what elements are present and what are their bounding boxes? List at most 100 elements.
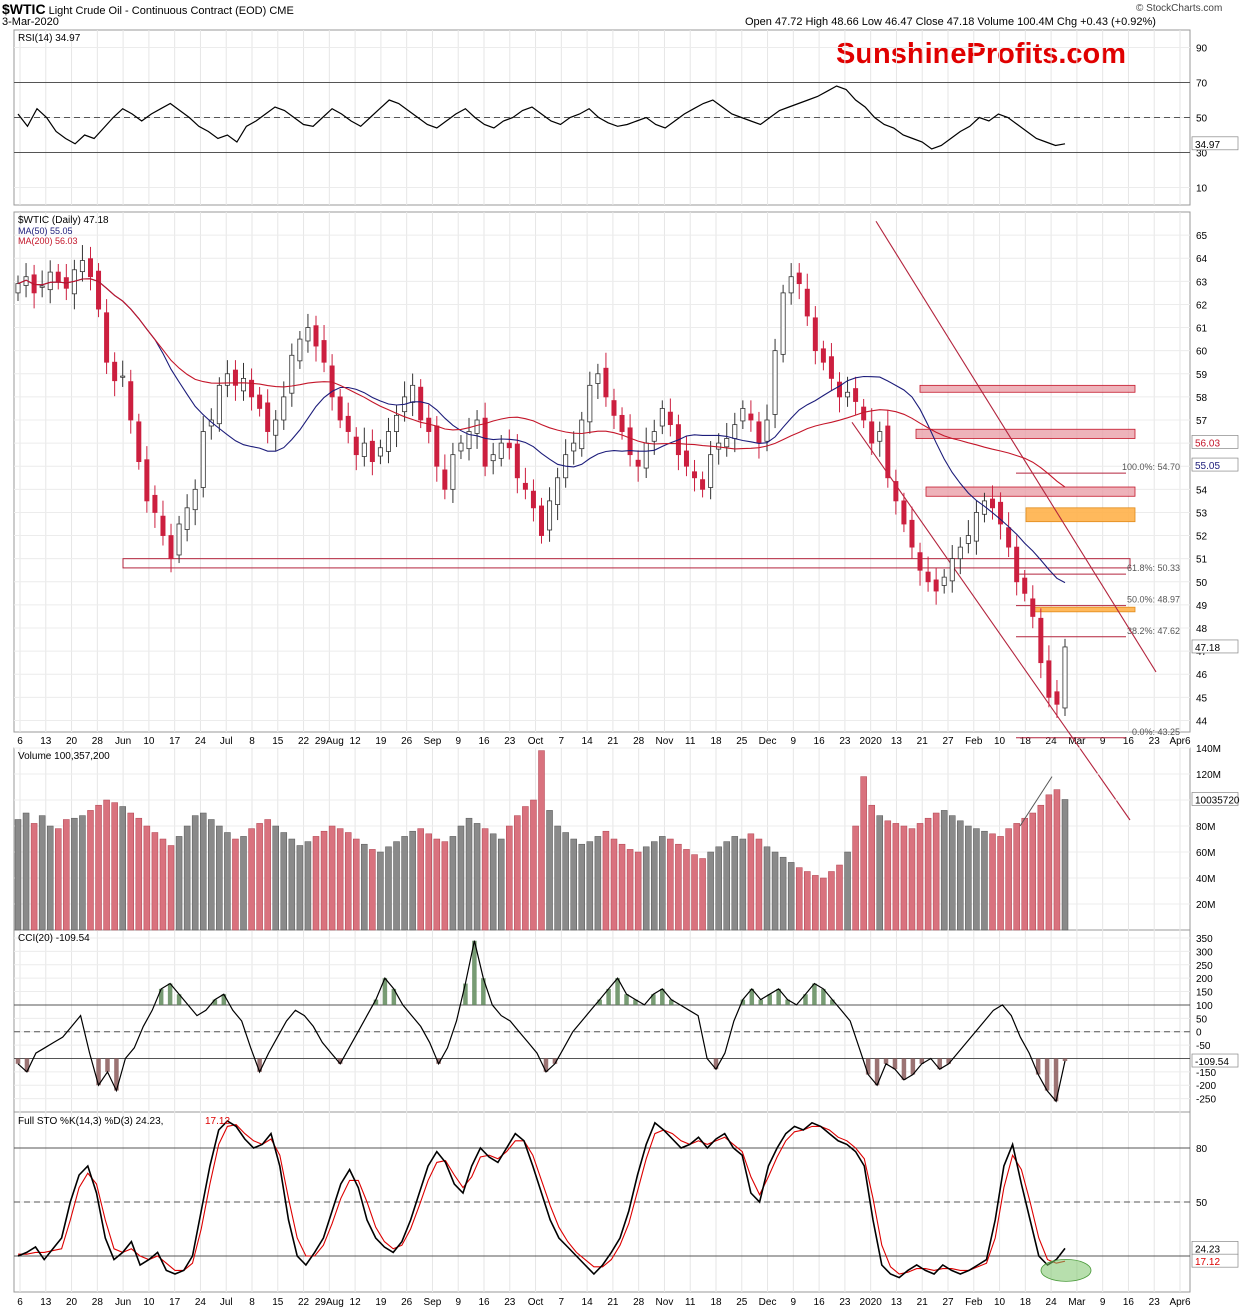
x-tick-label-bottom: 2020 [860, 1297, 883, 1308]
volume-bar [981, 830, 988, 931]
x-tick-label: 26 [401, 736, 413, 747]
volume-bar [667, 838, 674, 931]
fib-label: 50.0%: 48.97 [1127, 595, 1180, 605]
volume-bar [103, 799, 110, 931]
candle-body [885, 425, 891, 479]
price-current-value: 47.18 [1195, 643, 1220, 654]
x-tick-label: 16 [814, 736, 826, 747]
x-tick-label: 23 [839, 736, 851, 747]
candle-body [136, 421, 142, 462]
candle-body [47, 271, 53, 291]
volume-bar [425, 833, 432, 931]
volume-bar [216, 825, 223, 931]
y-tick-label: 54 [1196, 485, 1208, 496]
sto-d-current-value: 17.12 [1195, 1257, 1220, 1268]
x-tick-label-bottom: 14 [582, 1297, 594, 1308]
exchange: CME [269, 5, 294, 17]
candle-body [853, 388, 859, 402]
candle-body [490, 454, 496, 462]
volume-bar [707, 851, 714, 931]
volume-bar [385, 846, 392, 931]
volume-bar [787, 862, 795, 931]
volume-bar [127, 812, 135, 931]
x-tick-label-bottom: 22 [298, 1297, 310, 1308]
candle-body [1030, 598, 1036, 617]
cci-current-value-box [1191, 1053, 1239, 1068]
candle-body [1062, 646, 1068, 709]
candle-body [756, 421, 762, 444]
rsi-current-value-box [1191, 136, 1239, 151]
volume-bar [683, 849, 690, 931]
candle-body [901, 500, 907, 525]
candle-body [909, 519, 915, 548]
x-tick-label-bottom: 29Aug [315, 1297, 344, 1308]
candle-body [353, 436, 359, 456]
volume-bar [328, 825, 336, 931]
copyright: © StockCharts.com [1136, 3, 1223, 14]
y-tick-label: 62 [1196, 300, 1208, 311]
candle-body [788, 276, 794, 294]
x-tick-label-bottom: 20 [66, 1297, 78, 1308]
x-tick-label: 9 [1100, 736, 1106, 747]
candle-body [241, 377, 247, 392]
candle-body [990, 498, 996, 509]
candle-body [498, 442, 504, 459]
volume-bar [199, 812, 207, 931]
y-tick-label: 90 [1196, 44, 1208, 55]
x-tick-label: 18 [710, 736, 722, 747]
candle-body [361, 442, 367, 457]
x-tick-label: Apr6 [1169, 736, 1191, 747]
y-tick-label: -200 [1196, 1081, 1216, 1092]
volume-bar [497, 838, 505, 931]
volume-bar [191, 815, 199, 931]
sto-d-current-value-box [1191, 1253, 1239, 1268]
sto-k-line [17, 1119, 1066, 1279]
candle-body [595, 373, 601, 384]
volume-bar [433, 838, 441, 931]
x-tick-label: 2020 [860, 736, 883, 747]
volume-bar [514, 815, 521, 931]
candle-body [450, 454, 456, 490]
volume-bar [175, 836, 183, 931]
candle-body [917, 552, 923, 571]
y-tick-label: 45 [1196, 693, 1208, 704]
candle-body [780, 292, 786, 355]
volume-bar [554, 825, 561, 931]
volume-bar [336, 828, 344, 931]
volume-bar [884, 820, 892, 931]
volume-bar [38, 815, 46, 931]
volume-bar [610, 838, 618, 931]
fib-label: 100.0%: 54.70 [1122, 462, 1180, 472]
candle-body [708, 454, 714, 488]
volume-bar [876, 815, 884, 931]
volume-bar [965, 825, 972, 931]
volume-bar [852, 825, 859, 931]
candle-body [772, 350, 778, 415]
candle-body [949, 558, 955, 582]
candle-body [732, 424, 738, 439]
candle-body [79, 260, 85, 273]
ma200-current-value: 56.03 [1195, 438, 1220, 449]
x-tick-label-bottom: 12 [350, 1297, 362, 1308]
volume-bar [296, 845, 304, 931]
y-tick-label: 30 [1196, 149, 1208, 160]
x-tick-label: 18 [1020, 736, 1032, 747]
candle-body [104, 312, 110, 363]
candle-body [651, 431, 657, 442]
x-tick-label-bottom: 7 [559, 1297, 565, 1308]
volume-bar [715, 846, 722, 931]
volume-bar [344, 832, 352, 931]
resistance-zone [1031, 606, 1136, 613]
x-tick-label-bottom: Sep [424, 1297, 442, 1308]
volume-bar [280, 832, 288, 931]
y-tick-label: 120M [1196, 770, 1221, 781]
volume-bar [87, 810, 94, 931]
volume-bar [14, 819, 22, 931]
volume-bar [320, 830, 328, 931]
volume-bar [659, 836, 666, 931]
volume-bar [924, 817, 932, 931]
ma200-current-value-box [1191, 435, 1239, 449]
candle-body [933, 579, 939, 592]
volume-bar [369, 849, 376, 931]
